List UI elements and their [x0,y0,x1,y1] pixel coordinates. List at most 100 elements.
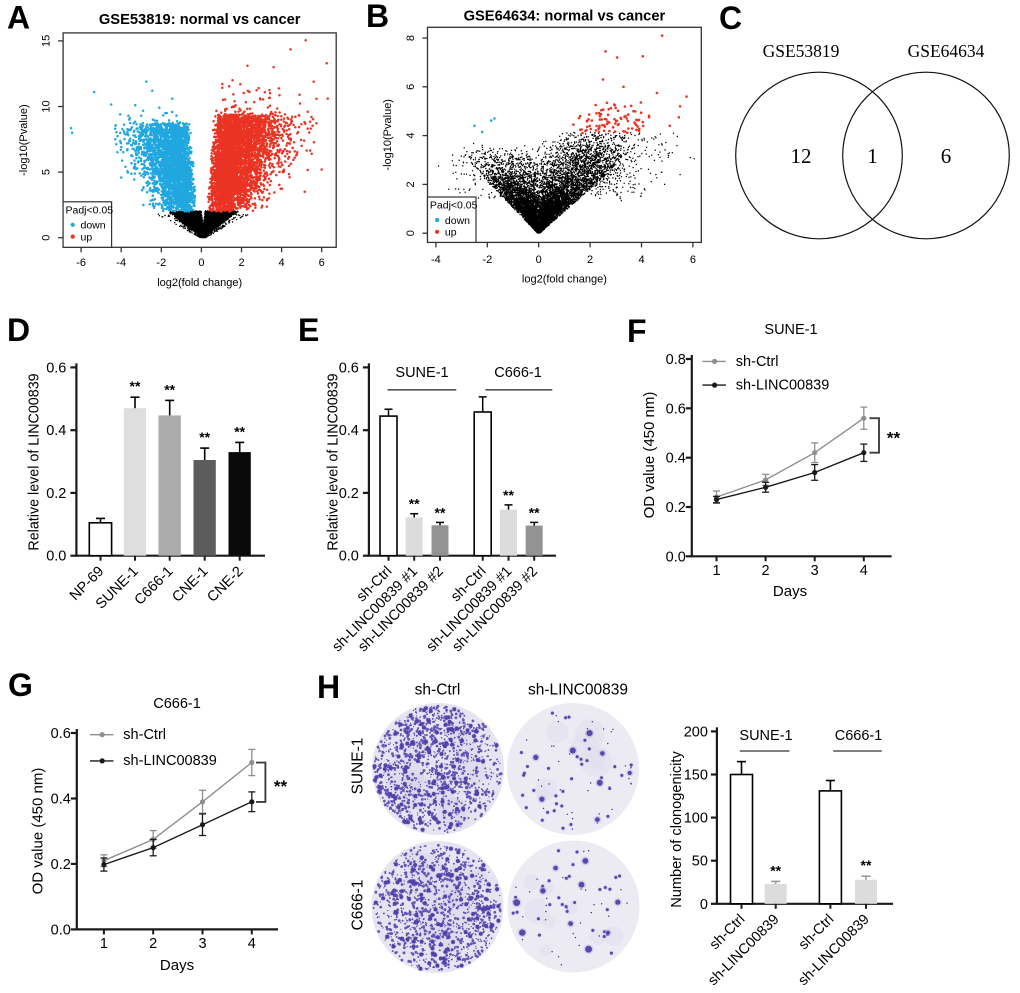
svg-text:0.2: 0.2 [51,857,71,873]
svg-text:0.2: 0.2 [666,500,686,516]
svg-text:6: 6 [405,84,417,90]
svg-text:3: 3 [198,936,206,952]
svg-text:2: 2 [405,181,417,187]
svg-text:OD value (450 nm): OD value (450 nm) [641,392,658,519]
svg-text:E: E [298,312,319,348]
svg-text:G: G [8,667,33,703]
svg-text:**: ** [887,429,901,448]
svg-text:GSE53819: GSE53819 [763,41,840,61]
svg-text:-6: -6 [76,257,86,269]
svg-text:C666-1: C666-1 [153,696,201,712]
svg-text:**: ** [861,857,872,873]
svg-text:sh-LINC00839: sh-LINC00839 [123,753,217,769]
svg-text:0: 0 [41,235,53,241]
svg-text:0.0: 0.0 [51,922,71,938]
svg-text:**: ** [409,496,420,512]
svg-text:Days: Days [773,583,807,600]
svg-text:0.4: 0.4 [46,423,66,439]
svg-text:0.4: 0.4 [51,792,71,808]
svg-text:6: 6 [319,257,325,269]
svg-text:4: 4 [248,936,256,952]
svg-text:sh-Ctrl: sh-Ctrl [415,682,461,699]
svg-text:**: ** [529,504,540,520]
svg-text:0.0: 0.0 [666,549,686,565]
svg-text:**: ** [274,777,288,796]
svg-text:1: 1 [712,563,720,579]
svg-text:0: 0 [536,254,542,266]
svg-text:2: 2 [587,254,593,266]
svg-text:0: 0 [198,257,204,269]
svg-text:-log10(Pvalue): -log10(Pvalue) [382,99,394,171]
svg-text:F: F [627,313,647,349]
svg-text:Relative level of LINC00839: Relative level of LINC00839 [27,373,43,550]
svg-text:**: ** [503,487,514,503]
svg-text:2: 2 [762,563,770,579]
svg-text:C666-1: C666-1 [835,728,883,744]
svg-text:**: ** [130,378,141,394]
svg-text:50: 50 [692,854,708,870]
svg-text:0.6: 0.6 [46,360,66,376]
svg-text:0.8: 0.8 [666,352,686,368]
svg-text:SUNE-1: SUNE-1 [739,728,792,744]
svg-text:15: 15 [41,35,53,47]
svg-text:8: 8 [405,35,417,41]
svg-text:0.4: 0.4 [666,451,686,467]
svg-text:200: 200 [684,724,708,740]
svg-text:Days: Days [160,957,194,974]
svg-text:1: 1 [100,936,108,952]
svg-text:0.0: 0.0 [46,549,66,565]
svg-text:6: 6 [941,144,952,168]
svg-text:H: H [317,669,340,705]
svg-text:150: 150 [684,768,708,784]
svg-text:SUNE-1: SUNE-1 [350,738,367,795]
svg-text:C: C [719,0,742,36]
svg-text:log2(fold change): log2(fold change) [522,274,607,286]
svg-text:Padj<0.05: Padj<0.05 [430,200,478,212]
svg-text:**: ** [435,504,446,520]
svg-text:3: 3 [811,563,819,579]
svg-text:GSE64634: GSE64634 [908,41,985,61]
svg-text:2: 2 [149,936,157,952]
svg-text:GSE53819: normal vs cancer: GSE53819: normal vs cancer [99,12,301,28]
svg-text:0.6: 0.6 [51,726,71,742]
svg-text:down: down [445,215,470,227]
svg-text:4: 4 [279,257,285,269]
svg-text:D: D [7,312,30,348]
svg-text:0.4: 0.4 [339,423,359,439]
svg-text:12: 12 [791,144,812,168]
svg-text:10: 10 [41,100,53,112]
svg-text:**: ** [770,862,781,878]
svg-text:B: B [366,0,389,34]
svg-text:C666-1: C666-1 [350,880,367,931]
svg-text:-4: -4 [116,257,126,269]
svg-text:down: down [81,220,106,232]
svg-text:0: 0 [405,230,417,236]
svg-text:4: 4 [638,254,644,266]
svg-text:SUNE-1: SUNE-1 [764,322,817,338]
svg-text:4: 4 [860,563,868,579]
svg-text:**: ** [234,423,245,439]
svg-text:GSE64634: normal vs cancer: GSE64634: normal vs cancer [464,9,666,25]
svg-text:6: 6 [690,254,696,266]
svg-text:up: up [445,227,457,239]
svg-text:-log10(Pvalue): -log10(Pvalue) [18,104,30,176]
svg-text:5: 5 [41,169,53,175]
svg-text:sh-Ctrl: sh-Ctrl [736,354,779,370]
svg-text:sh-LINC00839: sh-LINC00839 [736,377,830,393]
svg-text:SUNE-1: SUNE-1 [395,365,448,381]
svg-text:0.2: 0.2 [339,486,359,502]
svg-text:**: ** [164,381,175,397]
svg-text:up: up [81,231,93,243]
svg-text:log2(fold change): log2(fold change) [157,277,242,289]
svg-text:**: ** [199,429,210,445]
svg-text:0.0: 0.0 [339,549,359,565]
svg-text:0: 0 [700,897,708,913]
svg-text:sh-Ctrl: sh-Ctrl [123,727,166,743]
svg-text:0.2: 0.2 [46,486,66,502]
svg-text:100: 100 [684,811,708,827]
svg-text:C666-1: C666-1 [494,365,542,381]
svg-text:4: 4 [405,133,417,139]
svg-text:1: 1 [867,144,878,168]
svg-text:-2: -2 [156,257,166,269]
svg-text:sh-LINC00839: sh-LINC00839 [528,682,628,699]
